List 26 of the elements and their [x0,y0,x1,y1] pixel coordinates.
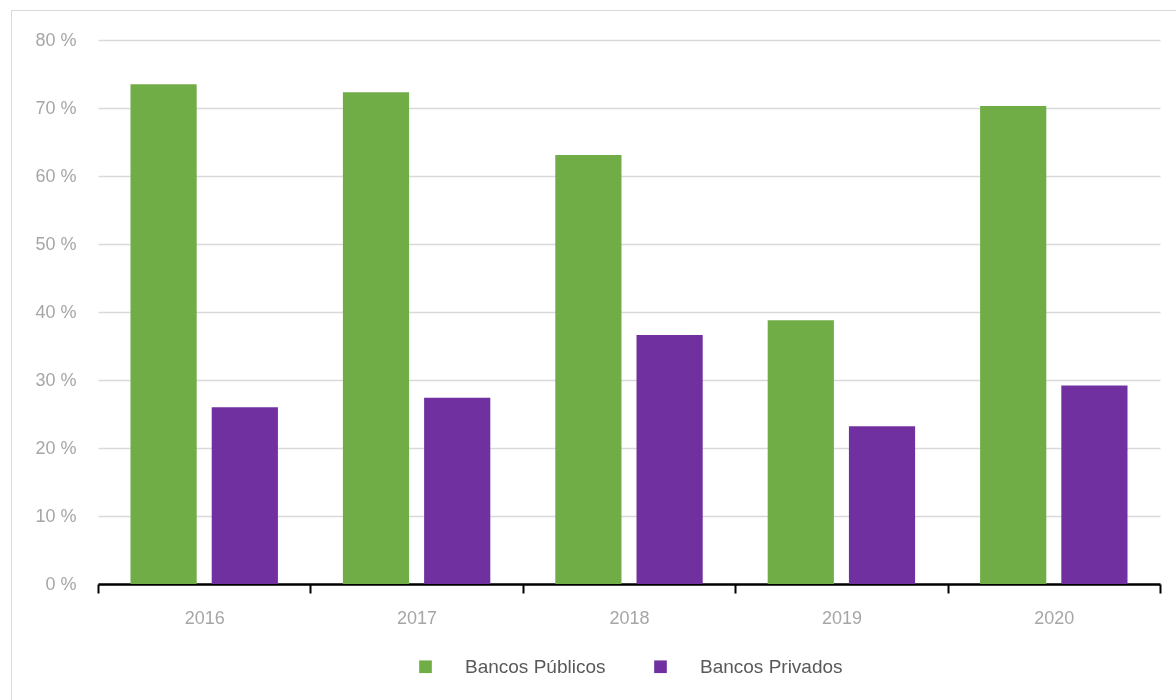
bar [342,92,410,584]
bar [555,154,622,584]
bar [636,335,703,584]
x-tick-label: 2019 [821,607,862,628]
bar [130,84,197,584]
y-tick-label: 80 % [35,29,77,50]
y-tick-label: 0 % [45,573,77,594]
y-tick-label: 70 % [35,97,77,118]
x-tick-label: 2020 [1034,607,1075,628]
x-tick-label: 2017 [397,607,438,628]
y-tick-label: 10 % [35,505,77,526]
bar [767,320,834,584]
bar [848,426,916,584]
legend-label: Bancos Públicos [465,655,606,677]
x-tick-label: 2016 [184,607,225,628]
bar [980,105,1047,584]
y-tick-label: 30 % [35,369,77,390]
y-tick-label: 40 % [35,301,77,322]
legend-label: Bancos Privados [700,655,843,677]
y-tick-label: 60 % [35,165,77,186]
y-tick-label: 50 % [35,233,77,254]
bar [211,407,278,584]
bar [424,397,491,584]
bar [1061,385,1128,584]
y-tick-label: 20 % [35,437,77,458]
x-tick-label: 2018 [609,607,650,628]
